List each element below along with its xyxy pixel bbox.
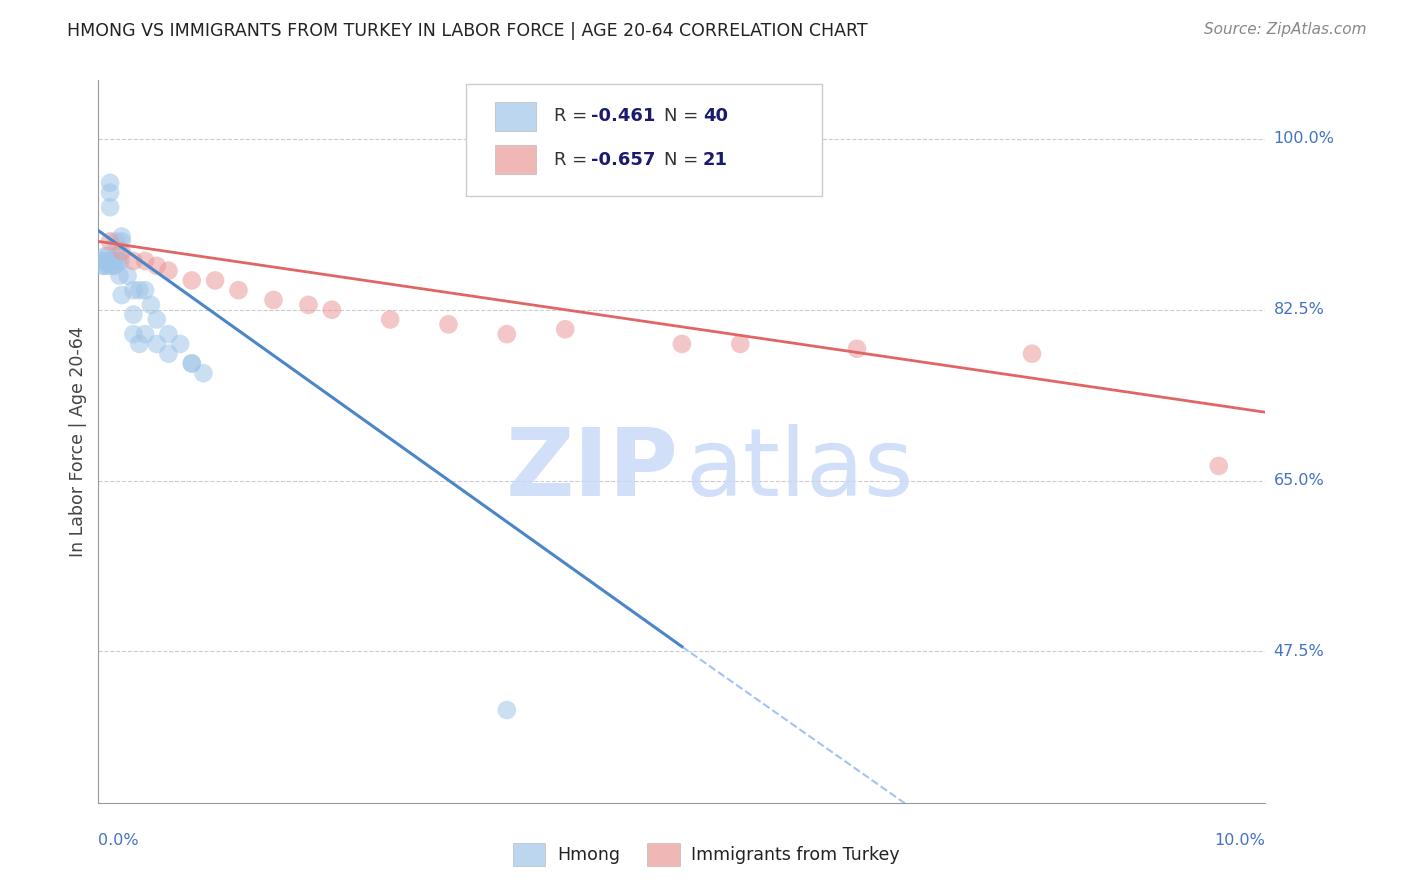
Point: [1208, 458, 1230, 473]
Text: Hmong: Hmong: [557, 846, 620, 863]
Text: 0.0%: 0.0%: [98, 833, 139, 848]
Point: [146, 259, 169, 273]
Point: [91, 259, 114, 273]
Point: [146, 312, 169, 326]
Point: [380, 312, 402, 326]
Point: [111, 288, 134, 302]
Point: [180, 273, 202, 287]
Point: [98, 176, 121, 190]
Point: [98, 235, 121, 249]
Point: [437, 318, 460, 332]
Point: [97, 249, 120, 263]
Point: [169, 337, 191, 351]
Text: N =: N =: [665, 151, 704, 169]
Point: [122, 327, 145, 342]
Text: -0.461: -0.461: [591, 107, 655, 126]
Text: -0.657: -0.657: [591, 151, 655, 169]
Point: [111, 244, 134, 259]
FancyBboxPatch shape: [465, 84, 823, 196]
Point: [134, 283, 156, 297]
Y-axis label: In Labor Force | Age 20-64: In Labor Force | Age 20-64: [69, 326, 87, 557]
Point: [90, 254, 112, 268]
Text: N =: N =: [665, 107, 704, 126]
Point: [104, 235, 127, 249]
Point: [262, 293, 284, 307]
Point: [105, 249, 128, 263]
Point: [117, 268, 139, 283]
Point: [496, 703, 519, 717]
FancyBboxPatch shape: [513, 843, 546, 866]
Point: [730, 337, 752, 351]
Point: [108, 268, 131, 283]
FancyBboxPatch shape: [495, 145, 536, 174]
Point: [134, 254, 156, 268]
Text: R =: R =: [554, 151, 592, 169]
Point: [134, 327, 156, 342]
Point: [93, 259, 115, 273]
Point: [671, 337, 693, 351]
Point: [496, 327, 519, 342]
Point: [100, 254, 122, 268]
Text: HMONG VS IMMIGRANTS FROM TURKEY IN LABOR FORCE | AGE 20-64 CORRELATION CHART: HMONG VS IMMIGRANTS FROM TURKEY IN LABOR…: [67, 22, 868, 40]
Point: [157, 346, 180, 360]
Point: [111, 235, 134, 249]
Text: Immigrants from Turkey: Immigrants from Turkey: [692, 846, 900, 863]
Point: [846, 342, 869, 356]
Point: [554, 322, 576, 336]
Text: 100.0%: 100.0%: [1274, 131, 1334, 146]
Point: [128, 283, 150, 297]
Point: [157, 327, 180, 342]
Point: [1021, 346, 1043, 360]
Point: [122, 254, 145, 268]
Point: [228, 283, 250, 297]
Point: [180, 356, 202, 370]
Point: [193, 366, 215, 380]
Point: [122, 283, 145, 297]
Text: R =: R =: [554, 107, 592, 126]
Text: atlas: atlas: [685, 425, 914, 516]
Text: 40: 40: [703, 107, 728, 126]
Point: [139, 298, 162, 312]
Text: 47.5%: 47.5%: [1274, 644, 1324, 659]
Point: [96, 254, 118, 268]
Point: [94, 249, 117, 263]
Text: 82.5%: 82.5%: [1274, 302, 1324, 318]
Point: [321, 302, 343, 317]
Point: [204, 273, 226, 287]
FancyBboxPatch shape: [495, 102, 536, 131]
Text: Source: ZipAtlas.com: Source: ZipAtlas.com: [1204, 22, 1367, 37]
Point: [157, 263, 180, 277]
Point: [104, 259, 127, 273]
Point: [111, 229, 134, 244]
Point: [107, 254, 129, 268]
Text: 65.0%: 65.0%: [1274, 473, 1324, 488]
Point: [122, 308, 145, 322]
FancyBboxPatch shape: [647, 843, 679, 866]
Point: [128, 337, 150, 351]
Point: [103, 254, 125, 268]
Text: 21: 21: [703, 151, 728, 169]
Point: [98, 200, 121, 214]
Point: [297, 298, 319, 312]
Point: [146, 337, 169, 351]
Point: [110, 254, 132, 268]
Point: [98, 186, 121, 200]
Text: 10.0%: 10.0%: [1215, 833, 1265, 848]
Point: [97, 259, 120, 273]
Point: [101, 259, 124, 273]
Point: [180, 356, 202, 370]
Text: ZIP: ZIP: [506, 425, 679, 516]
